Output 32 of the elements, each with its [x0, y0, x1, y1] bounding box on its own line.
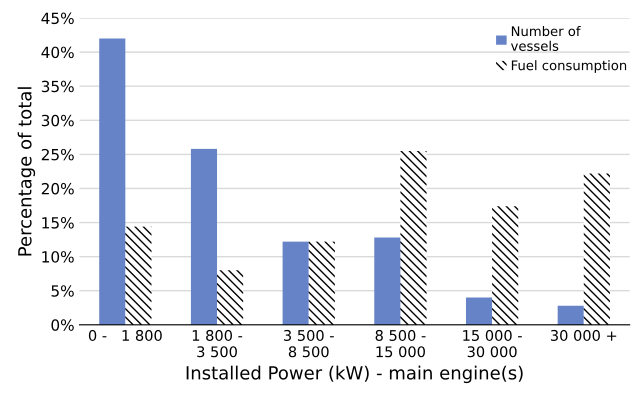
bar — [374, 238, 400, 325]
x-axis-title: Installed Power (kW) - main engine(s) — [186, 366, 523, 384]
bar — [190, 148, 218, 325]
x-tick-label: 8 500 - 15 000 — [376, 330, 426, 358]
x-tick-label: 0 - 1 800 — [88, 330, 162, 341]
bar — [125, 226, 152, 325]
bar — [282, 242, 309, 325]
y-tick-label: 0% — [51, 319, 74, 331]
bar — [558, 306, 584, 325]
bar — [400, 150, 427, 325]
y-tick-label: 30% — [42, 114, 74, 126]
y-tick-label: 5% — [52, 285, 74, 297]
y-tick-label: 20% — [42, 182, 74, 194]
y-axis-title: Percentage of total — [18, 87, 36, 256]
legend-label: Fuel consumption — [512, 60, 626, 73]
bar — [492, 206, 518, 325]
y-tick-label: 35% — [42, 80, 74, 92]
x-tick-label: 30 000 + — [550, 330, 616, 341]
y-tick-label: 10% — [42, 251, 74, 263]
bar — [466, 298, 492, 325]
y-tick-label: 25% — [42, 148, 74, 160]
x-tick-label: 3 500 - 8 500 — [284, 330, 334, 358]
x-tick-label: 15 000 - 30 000 — [463, 330, 522, 358]
legend-label: Number of vessels — [510, 26, 581, 51]
bar — [308, 242, 335, 325]
y-tick-label: 15% — [42, 217, 74, 229]
y-tick-label: 45% — [41, 12, 74, 24]
bar — [99, 38, 126, 325]
bar — [217, 270, 244, 325]
y-tick-label: 40% — [41, 46, 74, 58]
x-tick-label: 1 800 - 3 500 — [192, 330, 242, 358]
bar — [584, 173, 610, 325]
